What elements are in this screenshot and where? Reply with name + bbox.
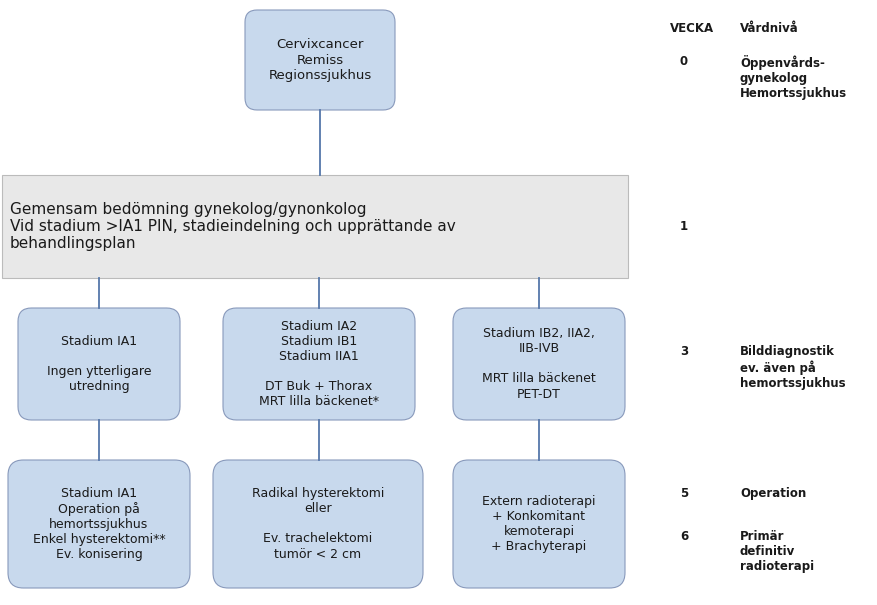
FancyBboxPatch shape [8,460,189,588]
FancyBboxPatch shape [453,460,624,588]
Text: 0: 0 [679,55,688,68]
Text: Extern radioterapi
+ Konkomitant
kemoterapi
+ Brachyterapi: Extern radioterapi + Konkomitant kemoter… [481,495,595,553]
Text: Operation: Operation [739,487,805,500]
FancyBboxPatch shape [453,308,624,420]
Text: Vårdnivå: Vårdnivå [739,22,798,35]
Text: Stadium IA1
Operation på
hemortssjukhus
Enkel hysterektomi**
Ev. konisering: Stadium IA1 Operation på hemortssjukhus … [32,487,165,561]
FancyBboxPatch shape [245,10,395,110]
Text: 1: 1 [679,220,688,233]
Text: 3: 3 [679,345,688,358]
Text: Bilddiagnostik
ev. även på
hemortssjukhus: Bilddiagnostik ev. även på hemortssjukhu… [739,345,845,390]
Text: Öppenvårds-
gynekolog
Hemortssjukhus: Öppenvårds- gynekolog Hemortssjukhus [739,55,846,100]
Text: Primär
definitiv
radioterapi: Primär definitiv radioterapi [739,530,813,573]
FancyBboxPatch shape [2,175,627,278]
FancyBboxPatch shape [223,308,415,420]
Text: Cervixcancer
Remiss
Regionssjukhus: Cervixcancer Remiss Regionssjukhus [268,39,371,82]
Text: Stadium IB2, IIA2,
IIB-IVB

MRT lilla bäckenet
PET-DT: Stadium IB2, IIA2, IIB-IVB MRT lilla bäc… [481,327,595,401]
FancyBboxPatch shape [213,460,423,588]
Text: VECKA: VECKA [669,22,713,35]
Text: 5: 5 [679,487,688,500]
Text: 6: 6 [679,530,688,543]
FancyBboxPatch shape [18,308,180,420]
Text: Stadium IA1

Ingen ytterligare
utredning: Stadium IA1 Ingen ytterligare utredning [46,335,151,393]
Text: Radikal hysterektomi
eller

Ev. trachelektomi
tumör < 2 cm: Radikal hysterektomi eller Ev. trachelek… [252,488,384,560]
Text: Stadium IA2
Stadium IB1
Stadium IIA1

DT Buk + Thorax
MRT lilla bäckenet*: Stadium IA2 Stadium IB1 Stadium IIA1 DT … [259,320,379,408]
Text: Gemensam bedömning gynekolog/gynonkolog
Vid stadium >IA1 PIN, stadieindelning oc: Gemensam bedömning gynekolog/gynonkolog … [10,201,455,252]
